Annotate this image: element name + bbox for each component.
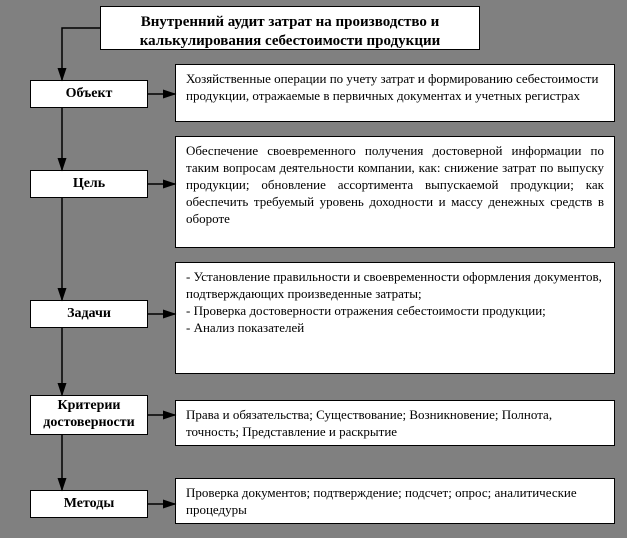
content-tasks: - Установление правильности и своевремен…: [175, 262, 615, 374]
label-tasks: Задачи: [30, 300, 148, 328]
content-criteria: Права и обязательства; Существование; Во…: [175, 400, 615, 446]
diagram-title: Внутренний аудит затрат на производство …: [100, 6, 480, 50]
content-goal: Обеспечение своевременного получения дос…: [175, 136, 615, 248]
label-methods: Методы: [30, 490, 148, 518]
label-object: Объект: [30, 80, 148, 108]
content-methods: Проверка документов; подтверждение; подс…: [175, 478, 615, 524]
label-criteria: Критерии достоверности: [30, 395, 148, 435]
content-object: Хозяйственные операции по учету затрат и…: [175, 64, 615, 122]
label-goal: Цель: [30, 170, 148, 198]
